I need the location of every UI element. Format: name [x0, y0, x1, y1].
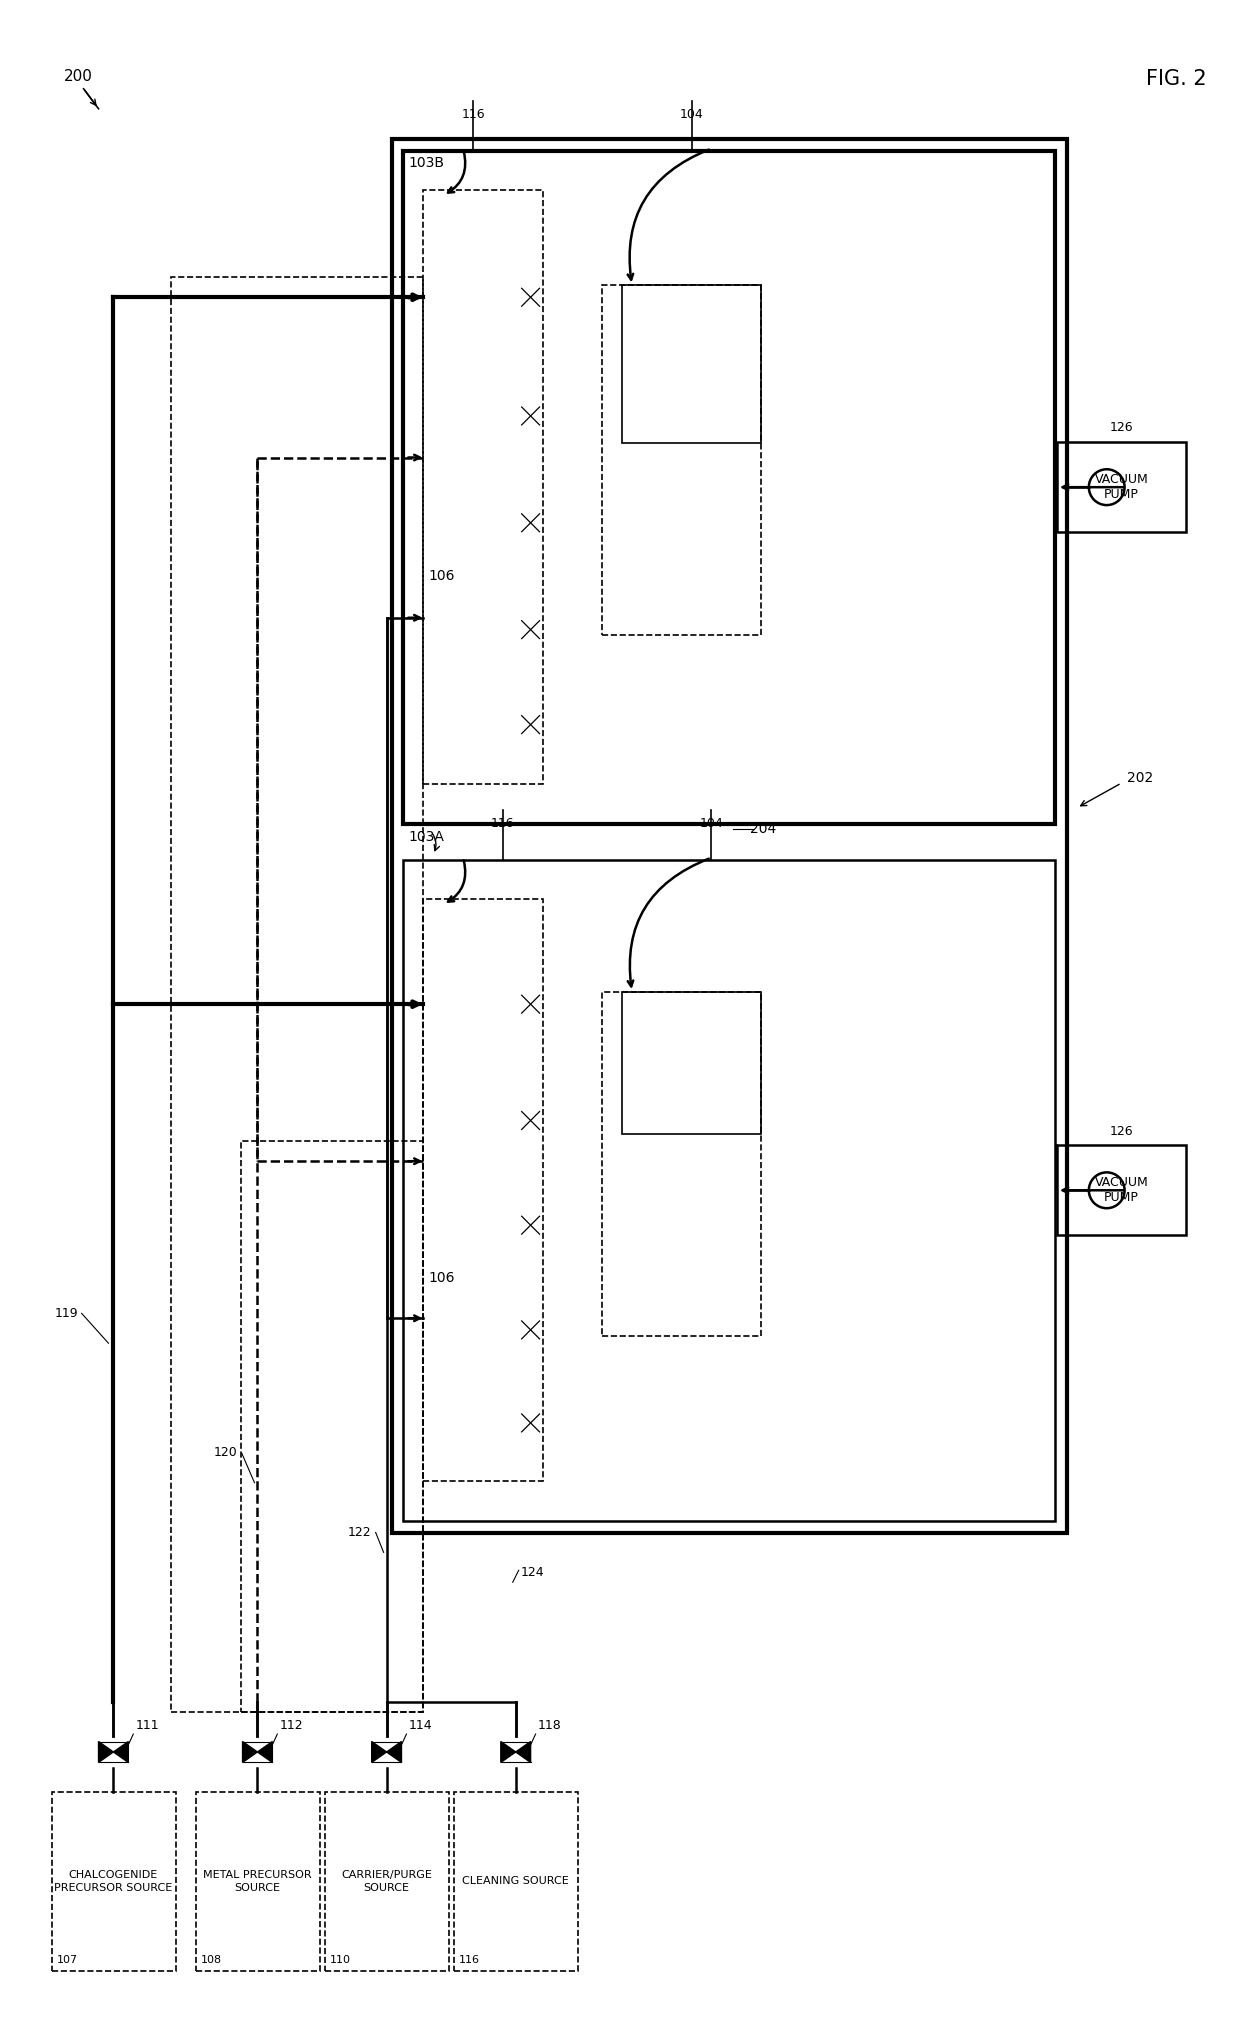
Text: 126: 126	[1110, 1125, 1133, 1138]
Text: CHALCOGENIDE
PRECURSOR SOURCE: CHALCOGENIDE PRECURSOR SOURCE	[55, 1870, 172, 1893]
Polygon shape	[501, 1742, 516, 1762]
Text: METAL PRECURSOR
SOURCE: METAL PRECURSOR SOURCE	[203, 1870, 311, 1893]
Bar	[603, 285, 761, 635]
Text: 108: 108	[201, 1956, 222, 1966]
Polygon shape	[372, 1742, 387, 1762]
Text: 104: 104	[699, 816, 723, 830]
Bar	[603, 991, 761, 1335]
Text: 116: 116	[491, 816, 515, 830]
Text: 116: 116	[461, 108, 485, 120]
Text: 112: 112	[279, 1720, 303, 1732]
Bar	[403, 859, 1055, 1520]
Bar	[454, 1791, 578, 1972]
Text: 119: 119	[55, 1306, 78, 1321]
Bar	[1056, 442, 1187, 531]
Text: 126: 126	[1110, 421, 1133, 433]
Text: 122: 122	[348, 1526, 372, 1538]
Text: 107: 107	[57, 1956, 78, 1966]
Bar	[52, 1791, 176, 1972]
Bar	[392, 138, 1066, 1532]
Bar	[196, 1791, 320, 1972]
Text: 106: 106	[428, 1270, 455, 1284]
Polygon shape	[387, 1742, 402, 1762]
Text: 114: 114	[408, 1720, 432, 1732]
Text: 104: 104	[680, 108, 703, 120]
Text: 111: 111	[135, 1720, 159, 1732]
Bar	[622, 285, 761, 444]
Bar	[1056, 1146, 1187, 1235]
Polygon shape	[258, 1742, 273, 1762]
Text: FIG. 2: FIG. 2	[1147, 69, 1207, 90]
Bar	[423, 899, 543, 1481]
Text: 124: 124	[521, 1565, 544, 1579]
Bar	[622, 991, 761, 1133]
Text: 103B: 103B	[408, 155, 444, 169]
Bar	[423, 191, 543, 783]
Text: 120: 120	[213, 1447, 238, 1459]
Polygon shape	[516, 1742, 531, 1762]
Polygon shape	[113, 1742, 128, 1762]
Text: 202: 202	[1127, 771, 1153, 786]
Polygon shape	[243, 1742, 258, 1762]
Text: 204: 204	[750, 822, 776, 836]
Text: VACUUM
PUMP: VACUUM PUMP	[1095, 1176, 1148, 1205]
Polygon shape	[98, 1742, 113, 1762]
Text: VACUUM
PUMP: VACUUM PUMP	[1095, 474, 1148, 501]
Text: CARRIER/PURGE
SOURCE: CARRIER/PURGE SOURCE	[341, 1870, 432, 1893]
Text: 200: 200	[63, 69, 93, 83]
Bar	[241, 1142, 423, 1711]
Text: 110: 110	[330, 1956, 351, 1966]
Text: CLEANING SOURCE: CLEANING SOURCE	[463, 1876, 569, 1886]
Bar	[325, 1791, 449, 1972]
Text: 103A: 103A	[408, 830, 444, 845]
Text: 116: 116	[459, 1956, 480, 1966]
Bar	[171, 277, 423, 1711]
Text: 106: 106	[428, 570, 455, 584]
Text: 118: 118	[538, 1720, 562, 1732]
Bar	[403, 151, 1055, 824]
